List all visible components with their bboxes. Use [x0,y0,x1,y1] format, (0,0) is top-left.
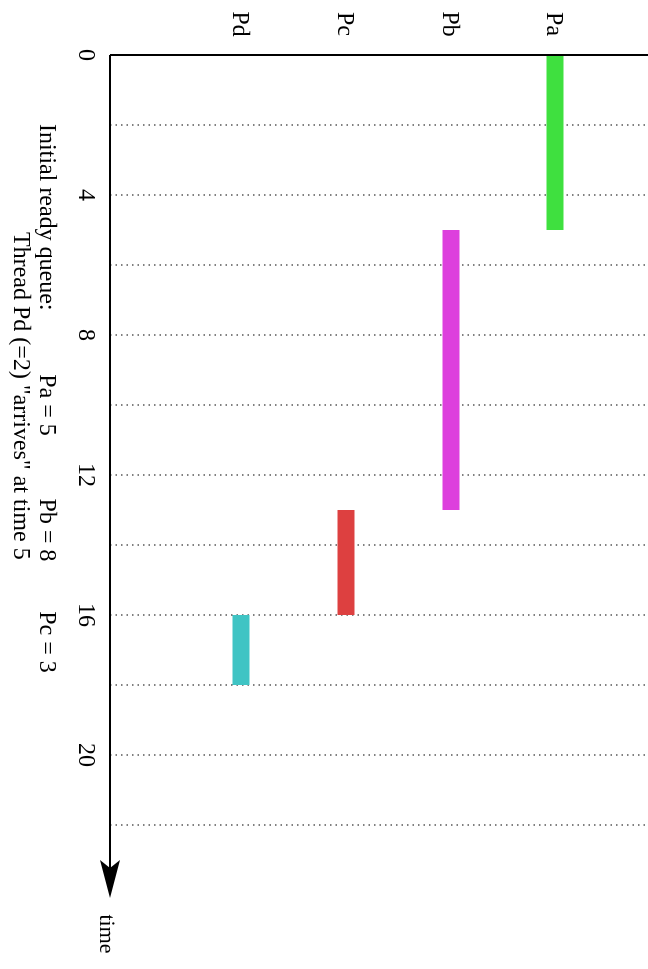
tick-label: 16 [73,603,99,627]
time-axis-label: time [95,914,120,953]
row-label-pd: Pd [227,11,253,36]
row-label-pb: Pb [437,11,463,36]
tick-label: 0 [73,49,99,61]
chart-root: 0 4 8 12 16 20 Pa Pb Pc Pd time Initial ready qu… [8,11,648,954]
row-labels: Pa Pb Pc Pd [227,11,567,36]
tick-label: 12 [73,463,99,487]
queue-item: Pc = 3 [34,611,60,673]
time-axis-arrowhead [100,860,120,898]
queue-items: Pa = 5 Pb = 8 Pc = 3 [34,374,60,673]
bar-pd [232,615,250,685]
bar-pa [546,55,564,230]
arrival-note: Thread Pd (=2) "arrives" at time 5 [8,232,34,560]
tick-labels: 0 4 8 12 16 20 [73,49,99,767]
queue-item: Pb = 8 [34,499,60,562]
bar-pc [337,510,355,615]
bar-pb [442,230,460,510]
tick-label: 20 [73,743,99,767]
queue-item: Pa = 5 [34,374,60,436]
queue-label: Initial ready queue: [34,124,60,311]
tick-label: 4 [73,189,99,201]
bars [232,55,564,685]
tick-label: 8 [73,329,99,341]
row-label-pa: Pa [541,12,567,36]
row-label-pc: Pc [332,12,358,36]
gridlines [110,124,645,826]
